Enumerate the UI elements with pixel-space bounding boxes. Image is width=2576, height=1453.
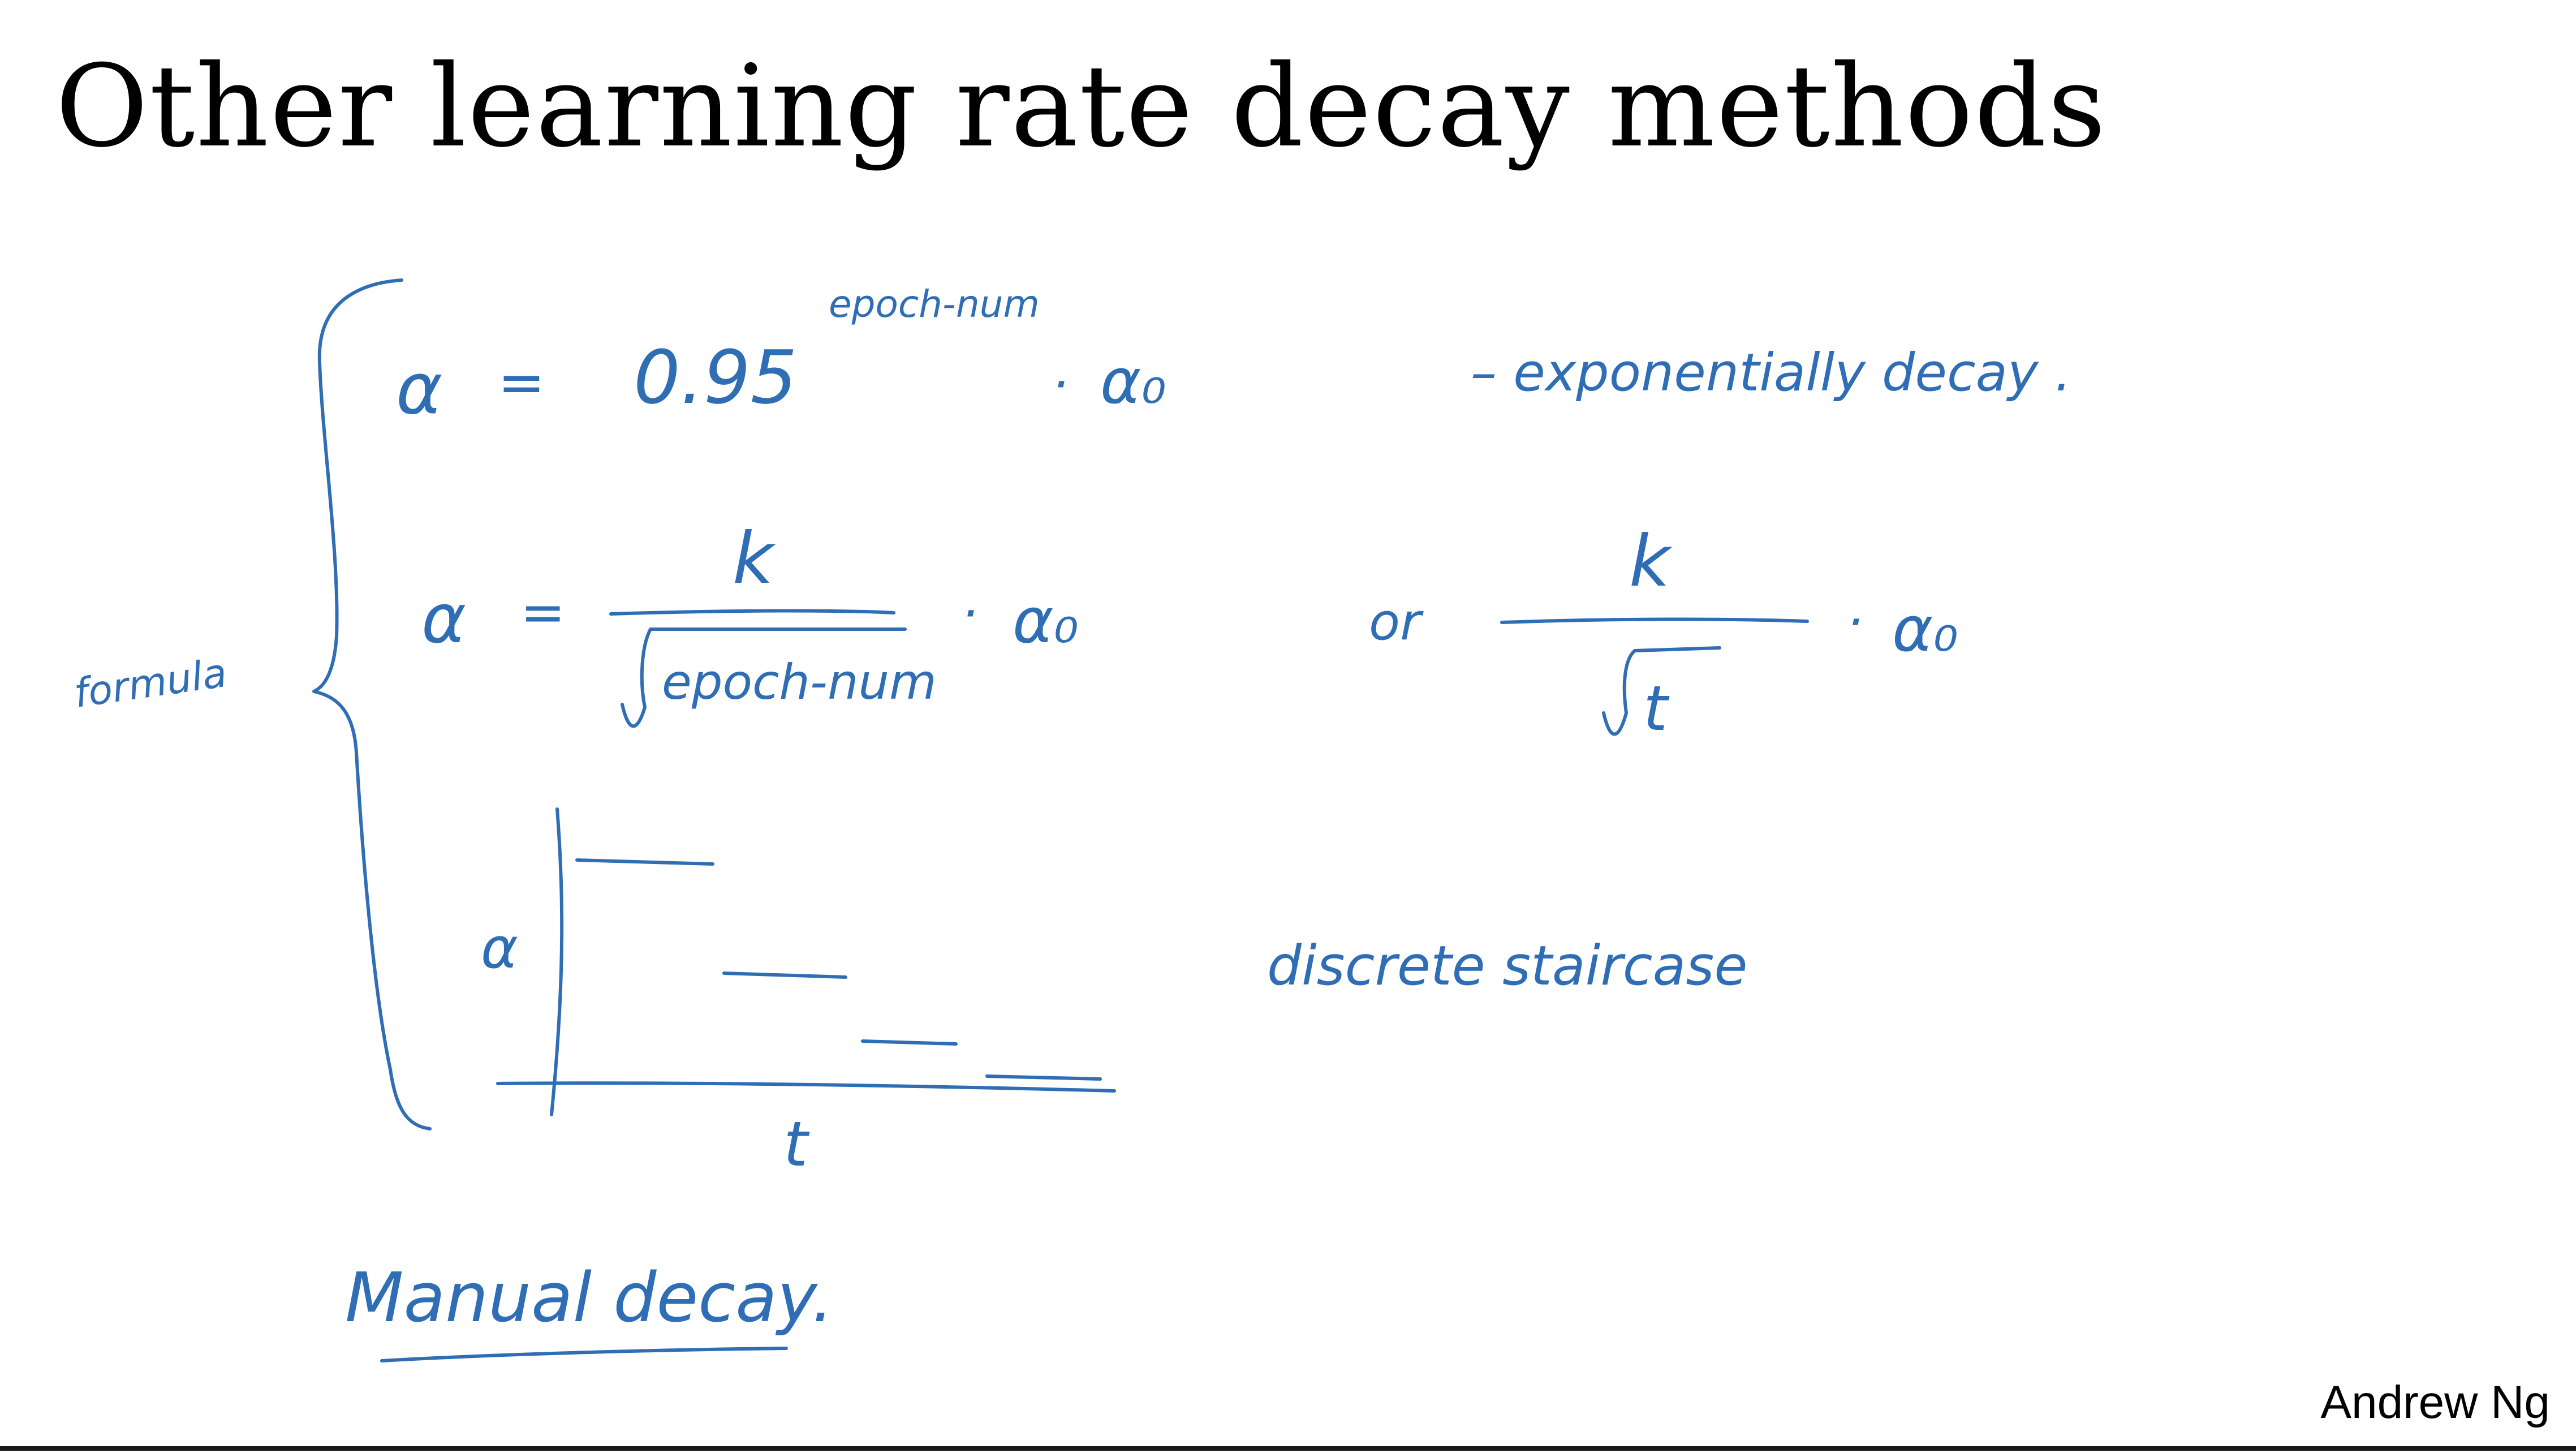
row2-equals: = [520, 582, 566, 644]
row2-alpha-zero: α₀ [1013, 584, 1079, 657]
row2-dot: · [962, 584, 978, 643]
row1-equals: = [498, 349, 545, 415]
row2-alpha: α [421, 580, 466, 659]
row2-fraction-bar [609, 609, 895, 616]
staircase-x-label: t [783, 1108, 810, 1180]
row2-alt-alpha-zero: α₀ [1892, 593, 1958, 665]
row1-note: – exponentially decay . [1471, 342, 2071, 403]
staircase-step-1 [575, 858, 714, 866]
manual-decay-label: Manual decay. [345, 1259, 834, 1338]
row2-alt-fraction-bar [1500, 617, 1809, 624]
row1-alpha: α [396, 348, 442, 430]
staircase-note: discrete staircase [1267, 934, 1747, 998]
staircase-step-4 [985, 1074, 1102, 1081]
row2-k: k [733, 518, 776, 600]
staircase-y-axis [550, 807, 564, 1116]
row2-alt-k: k [1629, 521, 1673, 603]
staircase-x-axis [496, 1081, 1116, 1093]
row2-or: or [1369, 592, 1424, 652]
formula-label: formula [71, 650, 230, 717]
row2-alt-dot: · [1847, 592, 1863, 652]
row2-alt-sqrt-sign [1602, 646, 1721, 736]
row1-exponent: epoch-num [829, 282, 1040, 326]
slide-title: Other learning rate decay methods [55, 41, 2107, 173]
staircase-y-label: α [481, 915, 518, 981]
row1-dot: · [1052, 355, 1069, 414]
manual-decay-underline [380, 1347, 788, 1362]
row2-sqrt-sign [621, 627, 907, 728]
staircase-step-3 [861, 1039, 958, 1046]
row1-alpha-zero: α₀ [1100, 345, 1166, 418]
row2-alt-t: t [1643, 672, 1670, 745]
curly-brace [312, 278, 432, 1130]
slide-footer-author: Andrew Ng [2320, 1377, 2550, 1428]
bottom-divider [0, 1446, 2576, 1451]
row1-base: 0.95 [634, 334, 797, 420]
row2-epoch-num: epoch-num [662, 654, 937, 711]
staircase-step-2 [722, 971, 847, 979]
